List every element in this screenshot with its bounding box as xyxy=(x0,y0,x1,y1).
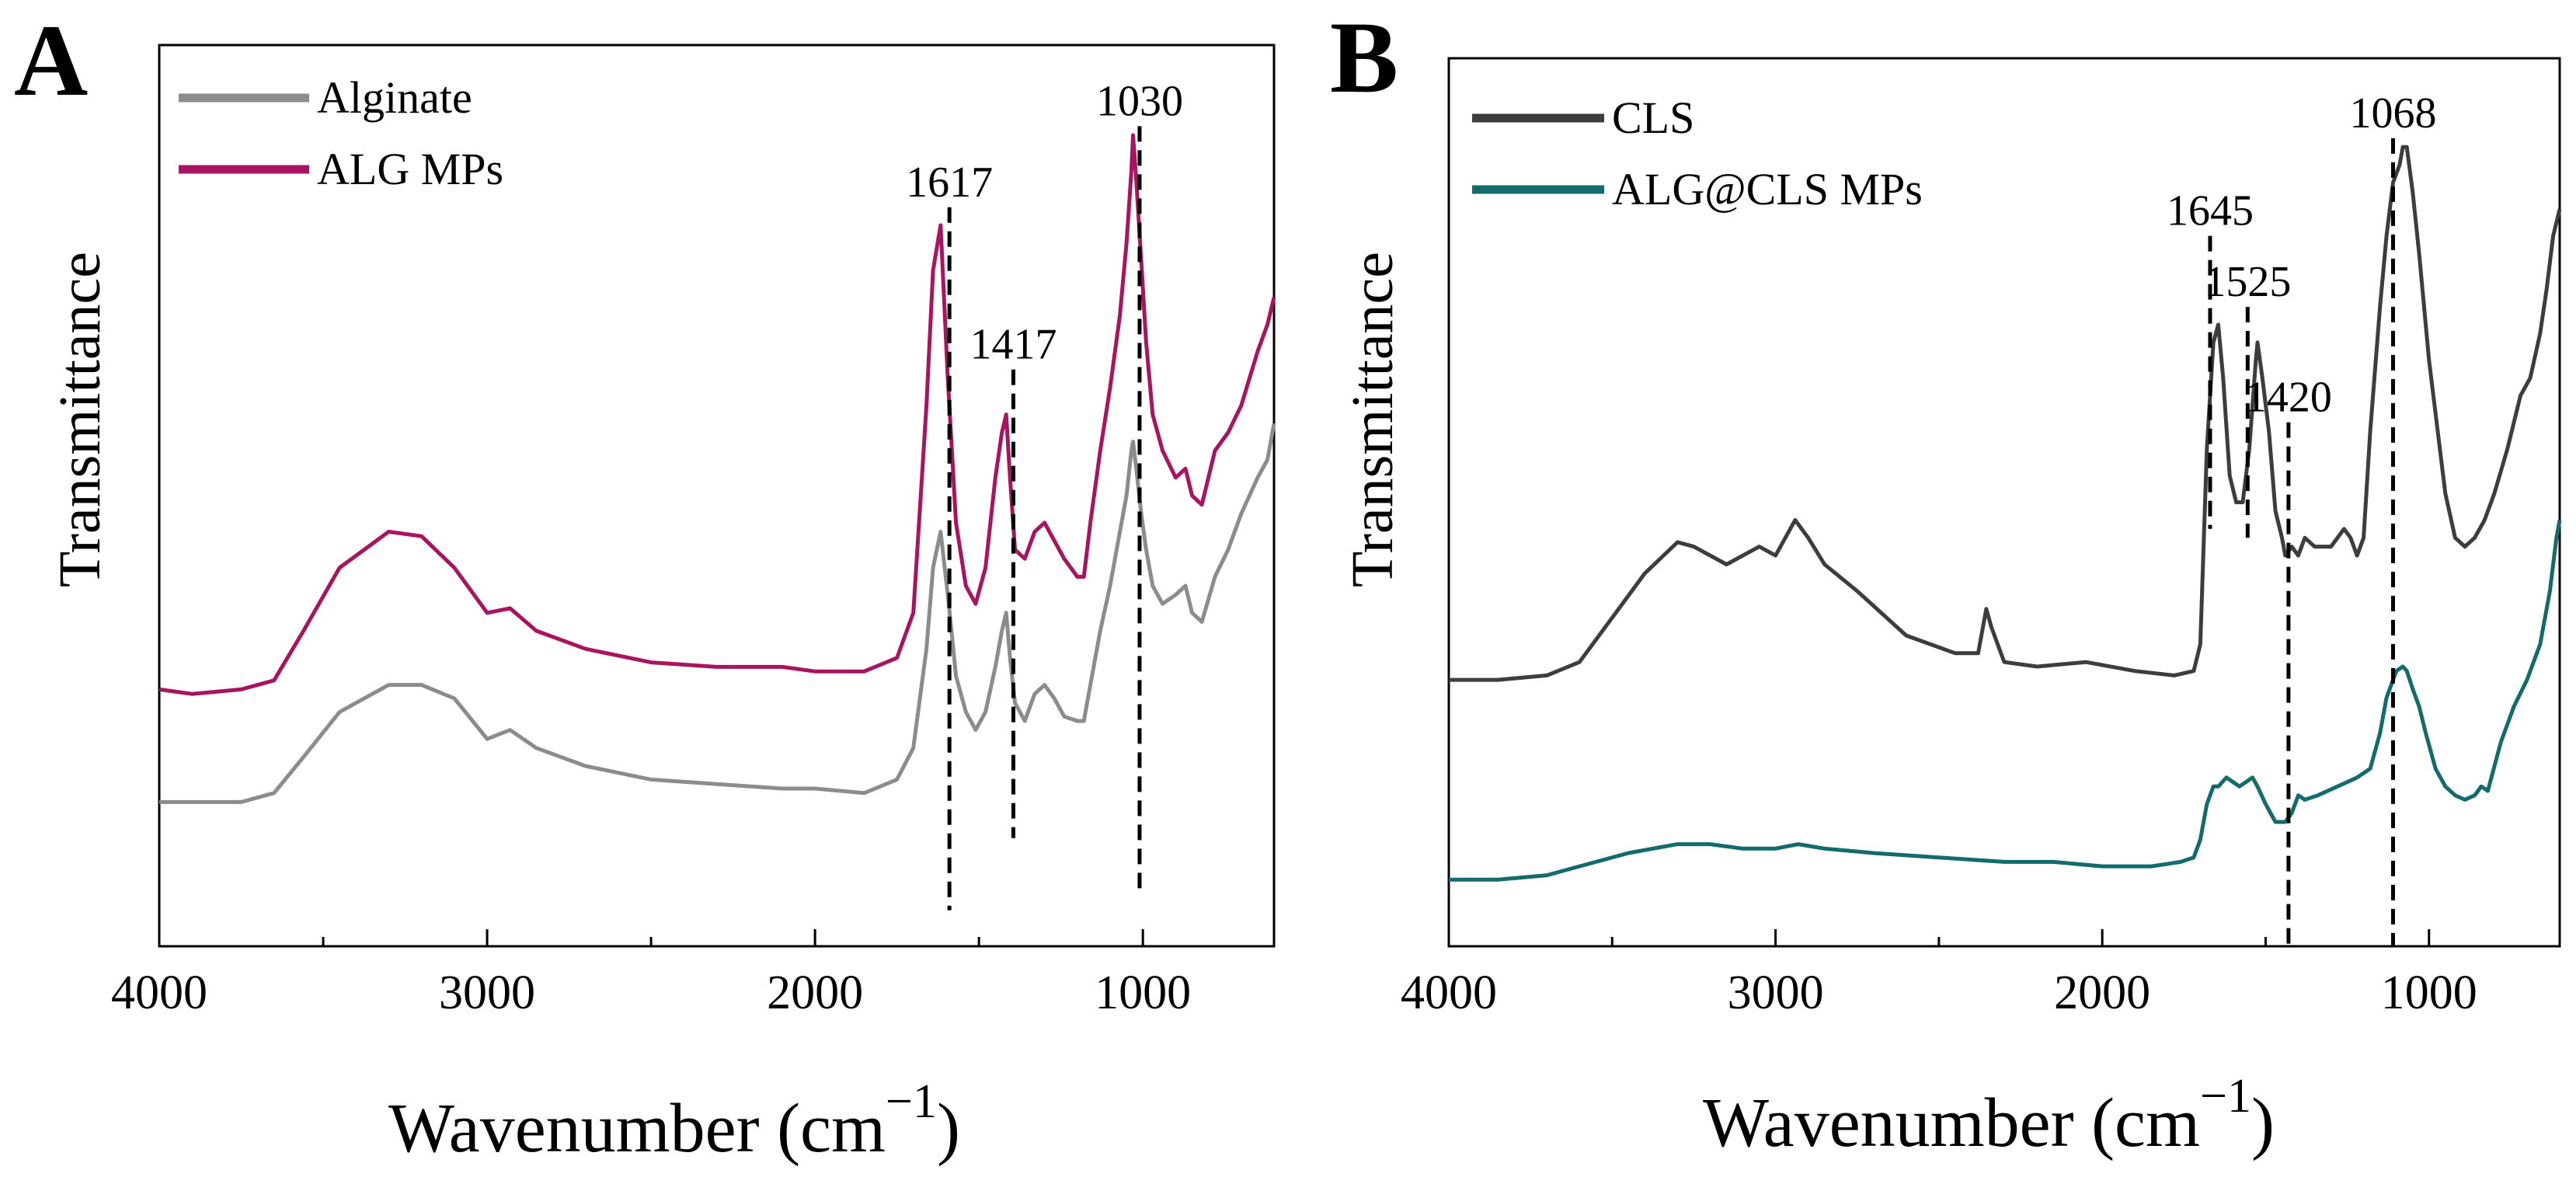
panel-b-x-tick-label: 3000 xyxy=(1728,966,1824,1019)
panel-a-legend-label: ALG MPs xyxy=(317,144,503,194)
panel-a-x-axis-label: Wavenumber (cm−1) xyxy=(388,1075,960,1167)
panel-a-x-tick-label: 2000 xyxy=(767,966,863,1019)
panel-b-legend-label: CLS xyxy=(1612,92,1694,143)
panel-a-annotation-label: 1030 xyxy=(1096,77,1183,125)
panel-b-x-tick-label: 2000 xyxy=(2054,966,2150,1019)
panel-b-series-line-0 xyxy=(1449,145,2562,682)
panel-b-x-axis-label-exponent: −1 xyxy=(2200,1070,2251,1123)
panel-b-series-line-1 xyxy=(1449,519,2562,882)
panel-a-series-line-0 xyxy=(159,423,1276,804)
panel-b-x-tick-label: 4000 xyxy=(1401,966,1497,1019)
panel-a-x-axis-label-text: Wavenumber (cm xyxy=(388,1090,886,1167)
panel-a-plot-frame xyxy=(158,44,1276,948)
panel-b-annotation-label: 1420 xyxy=(2245,374,2332,422)
panel-b-x-axis-label-close: ) xyxy=(2251,1085,2275,1161)
panel-a-x-tick-label: 4000 xyxy=(111,966,207,1019)
panel-b-annotation-label: 1068 xyxy=(2350,89,2437,138)
panel-b-annotation-label: 1645 xyxy=(2167,187,2254,235)
panel-b-letter: B xyxy=(1330,0,1398,114)
panel-b-annotation-label: 1525 xyxy=(2204,258,2291,306)
panel-a: A Transmittance Wavenumber (cm−1) 4000 30… xyxy=(14,3,1276,1167)
panel-b-x-axis-label: Wavenumber (cm−1) xyxy=(1703,1070,2275,1161)
panel-a-x-tick-label: 3000 xyxy=(439,966,535,1019)
panel-a-series-line-1 xyxy=(158,133,1276,696)
panel-b-legend-label: ALG@CLS MPs xyxy=(1612,164,1923,214)
panel-a-y-axis-label: Transmittance xyxy=(47,252,113,587)
panel-a-x-axis-label-close: ) xyxy=(937,1090,960,1167)
panel-a-x-tick-label: 1000 xyxy=(1095,966,1191,1019)
panel-a-x-axis-label-exponent: −1 xyxy=(886,1075,937,1128)
panel-a-annotation-label: 1417 xyxy=(969,321,1057,369)
panel-a-legend-label: Alginate xyxy=(317,72,472,123)
panel-b-x-tick-label: 1000 xyxy=(2381,966,2477,1019)
panel-a-annotation-label: 1617 xyxy=(906,158,993,207)
panel-b: B Transmittance Wavenumber (cm−1) 4000 30… xyxy=(1330,0,2562,1161)
panel-b-y-axis-label: Transmittance xyxy=(1340,252,1405,587)
panel-b-plot-frame xyxy=(1447,57,2561,948)
panel-a-letter: A xyxy=(14,3,88,117)
panel-b-x-axis-label-text: Wavenumber (cm xyxy=(1703,1085,2200,1161)
